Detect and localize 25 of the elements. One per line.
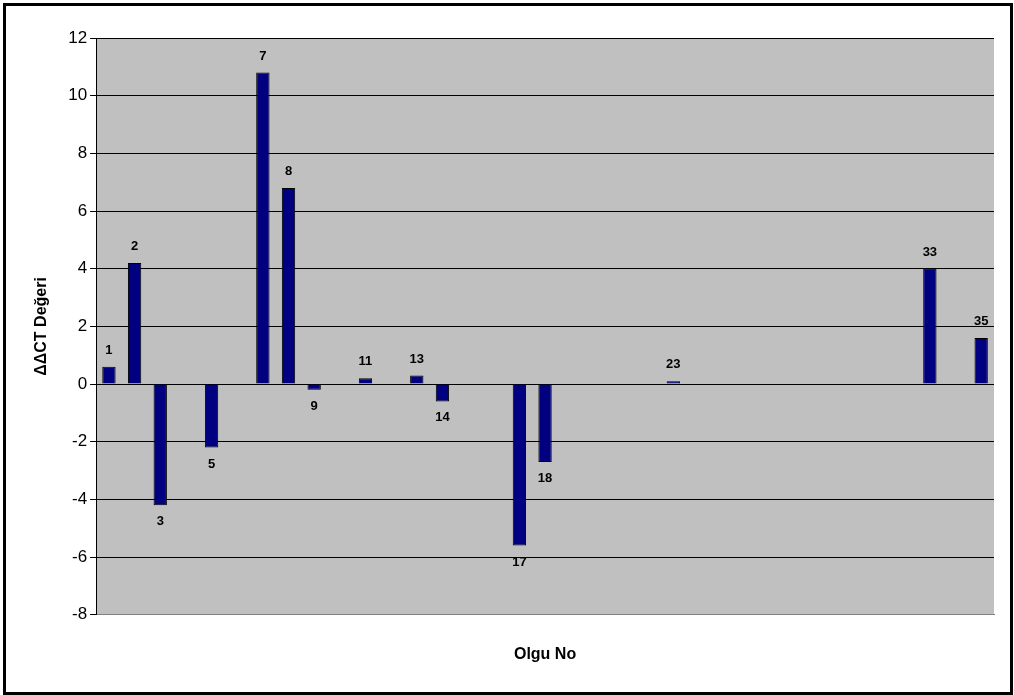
x-tick-label: 35 (973, 313, 989, 329)
y-tick-label: 4 (77, 258, 88, 278)
x-tick-label: 18 (537, 470, 553, 486)
x-tick-label: 23 (666, 356, 681, 372)
y-tick-label: 0 (77, 373, 88, 393)
y-tick-label: 8 (77, 143, 88, 163)
x-tick-label: 5 (207, 455, 216, 471)
y-tick-label: 2 (77, 316, 88, 336)
x-tick-label: 7 (259, 47, 267, 63)
y-axis-title: ΔΔCT Değeri (32, 277, 50, 376)
y-tick-label: -8 (71, 604, 88, 624)
x-tick-label: 9 (310, 397, 318, 413)
y-tick-label: 12 (68, 27, 88, 47)
x-tick-label: 11 (358, 353, 373, 369)
y-tick-label: 6 (77, 200, 88, 220)
x-tick-label: 3 (156, 513, 164, 529)
y-tick-label: 10 (68, 85, 88, 105)
x-axis-title: Olgu No (513, 644, 577, 662)
x-tick-label: 13 (409, 350, 425, 366)
x-tick-label: 14 (435, 409, 451, 425)
y-tick-label: -6 (71, 546, 88, 566)
y-tick-label: -4 (71, 489, 88, 509)
x-tick-label: 33 (922, 243, 938, 259)
x-tick-label: 1 (105, 341, 113, 357)
y-tick-label: -2 (71, 431, 88, 451)
